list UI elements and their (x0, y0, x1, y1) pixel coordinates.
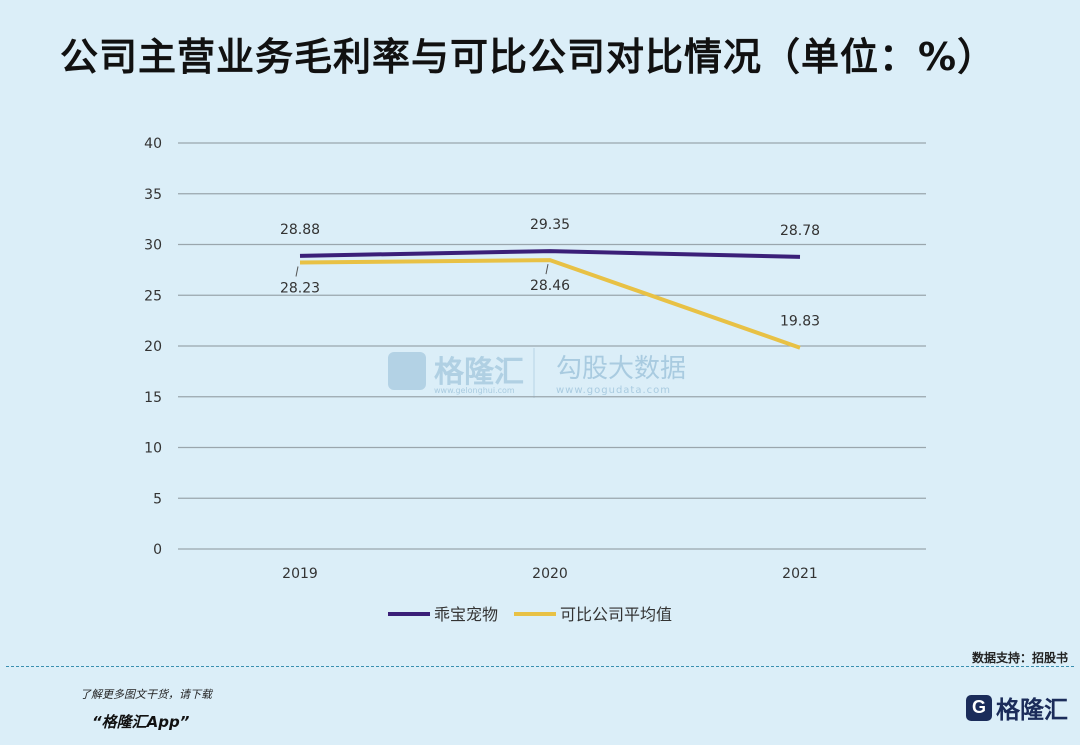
y-tick-label: 25 (144, 288, 162, 304)
data-label-series-1: 29.35 (530, 217, 570, 233)
x-tick-label: 2019 (282, 566, 318, 582)
data-label-leader (295, 266, 299, 277)
data-label-series-2: 28.23 (280, 280, 320, 296)
brand-logo: G 格隆汇 (966, 690, 1068, 725)
chart-title: 公司主营业务毛利率与可比公司对比情况（单位：%） (60, 35, 997, 79)
y-tick-label: 5 (153, 491, 162, 507)
footer-divider (6, 666, 1074, 667)
watermark-url-right: www.gogudata.com (556, 385, 671, 396)
y-tick-label: 0 (153, 542, 162, 558)
data-label-series-2: 28.46 (530, 278, 570, 294)
y-tick-label: 15 (144, 390, 162, 406)
watermark-brand-right: 勾股大数据 (556, 354, 686, 384)
watermark-url-left: www.gelonghui.com (434, 386, 515, 395)
y-tick-label: 10 (144, 441, 162, 457)
y-tick-label: 35 (144, 187, 162, 203)
legend-label-2: 可比公司平均值 (560, 605, 672, 624)
data-label-leader (545, 264, 549, 275)
x-tick-label: 2021 (782, 566, 818, 582)
promo-text: 了解更多图文干货，请下载 (80, 688, 212, 701)
logo-mark-icon: G (966, 694, 992, 721)
x-tick-label: 2020 (532, 566, 568, 582)
legend-label-1: 乖宝宠物 (434, 605, 498, 624)
series-line-1 (299, 249, 801, 259)
watermark-logo-icon (388, 352, 426, 390)
series-line-2 (299, 258, 801, 350)
data-label-series-2: 19.83 (780, 314, 820, 330)
promo-app-name: “格隆汇App” (92, 713, 190, 731)
y-tick-label: 30 (144, 238, 162, 254)
data-label-series-1: 28.88 (280, 222, 320, 238)
source-note: 数据支持：招股书 (971, 651, 1068, 665)
logo-text: 格隆汇 (996, 696, 1068, 724)
y-tick-label: 40 (144, 136, 162, 152)
watermark-brand-left: 格隆汇 (434, 355, 524, 390)
y-tick-label: 20 (144, 339, 162, 355)
data-label-series-1: 28.78 (780, 223, 820, 239)
